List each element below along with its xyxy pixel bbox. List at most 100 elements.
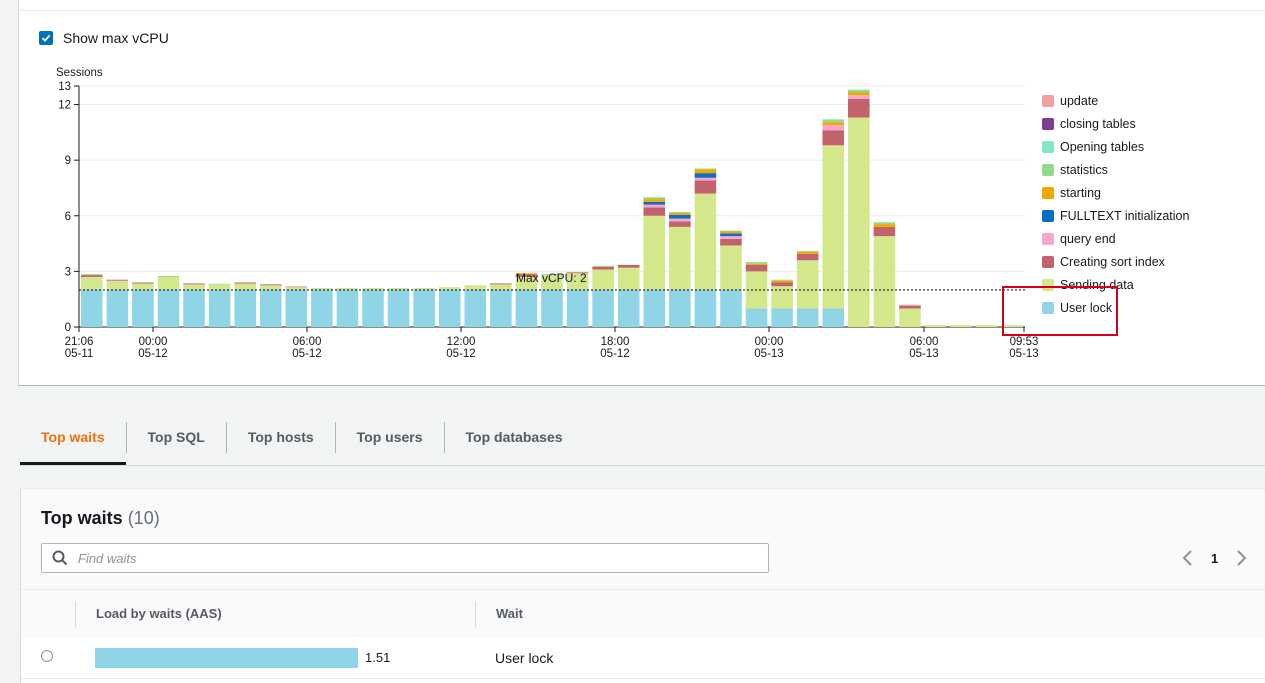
table-row[interactable]: 1.51 User lock [21,638,1265,679]
tab-top-waits[interactable]: Top waits [20,418,126,465]
bar-segment [822,119,845,123]
top-waits-panel: Top waits (10) 1 Load by waits (AAS) Wai… [20,488,1265,683]
bar-segment [464,285,487,290]
bar-segment [566,289,589,327]
tab-separator [125,422,127,453]
y-tick-label: 3 [65,266,71,278]
bar-segment [259,289,282,327]
legend-swatch [1042,255,1054,268]
show-max-vcpu-checkbox[interactable] [39,31,53,45]
legend-item[interactable]: User lock [1042,296,1189,319]
bar-segment [643,199,666,202]
bar-segment [234,289,256,327]
legend-label: closing tables [1060,116,1136,131]
bar-segment [336,289,359,327]
x-tick-date: 05-13 [754,348,783,360]
legend-label: Opening tables [1060,139,1145,154]
bar-segment [694,193,717,290]
search-input[interactable] [76,549,680,567]
bar-segment [132,289,154,327]
bar-segment [541,274,563,276]
bar-segment [157,289,180,327]
bar-segment [362,288,384,290]
bar-segment [259,285,282,290]
bar-segment [285,287,308,290]
legend-swatch [1042,301,1054,314]
bar-segment [822,308,845,327]
column-separator [475,602,476,628]
column-separator [75,602,76,628]
bar-segment [81,276,103,290]
column-load-by-waits[interactable]: Load by waits (AAS) [96,606,222,621]
bar-segment [592,269,614,290]
legend-item[interactable]: update [1042,89,1189,112]
tab-top-hosts[interactable]: Top hosts [227,418,335,456]
bar-segment [899,308,921,327]
bar-segment [643,201,666,205]
legend-label: statistics [1060,162,1108,177]
chevron-left-icon[interactable] [1181,549,1193,567]
page-number[interactable]: 1 [1211,550,1219,566]
bar-segment [873,222,896,225]
bar-segment [490,289,512,327]
bar-segment [515,276,538,290]
legend-item[interactable]: starting [1042,181,1189,204]
bar-segment [311,289,333,327]
bar-segment [132,283,154,290]
bar-segment [81,275,103,277]
load-bar [95,648,358,668]
legend-item[interactable]: FULLTEXT initialization [1042,204,1189,227]
chevron-right-icon[interactable] [1236,549,1248,567]
bar-segment [848,95,870,99]
legend-label: Sending data [1060,277,1134,292]
bar-segment [873,224,896,227]
bar-segment [771,282,793,287]
bar-segment [669,289,691,327]
legend-label: User lock [1060,300,1113,315]
bar-segment [106,279,129,281]
x-tick-time: 21:06 [65,336,94,348]
legend-item[interactable]: query end [1042,227,1189,250]
bar-segment [643,289,666,327]
bar-segment [132,282,154,284]
table-title-text: Top waits [41,508,123,528]
bar-segment [1001,325,1023,327]
bar-segment [694,173,717,178]
legend-swatch [1042,186,1054,199]
bar-segment [464,289,487,327]
x-tick-date: 05-11 [65,348,94,360]
search-icon [52,550,68,566]
bar-segment [541,275,563,290]
x-tick-time: 00:00 [139,336,168,348]
bar-segment [720,233,742,237]
tab-top-users[interactable]: Top users [336,418,444,456]
bar-segment [950,325,972,327]
bar-segment [669,218,691,222]
legend-label: query end [1060,231,1116,246]
bar-segment [183,283,205,285]
legend-label: starting [1060,185,1101,200]
show-max-vcpu-toggle[interactable]: Show max vCPU [39,30,169,46]
column-wait[interactable]: Wait [496,606,523,621]
tab-separator [225,422,227,453]
bar-segment [822,122,845,125]
bar-segment [745,308,768,327]
bar-segment [745,262,768,264]
legend-item[interactable]: Creating sort index [1042,250,1189,273]
panel-divider [19,10,1265,11]
bar-segment [183,284,205,290]
x-tick-time: 12:00 [447,336,476,348]
tab-top-databases[interactable]: Top databases [445,418,584,456]
tab-top-sql[interactable]: Top SQL [127,418,226,456]
table-count: (10) [127,508,160,528]
row-select-radio[interactable] [41,650,53,662]
legend-item[interactable]: Opening tables [1042,135,1189,158]
bar-segment [438,287,461,290]
x-tick-date: 05-13 [909,348,938,360]
bar-segment [566,272,589,274]
bar-segment [694,169,717,174]
legend-item[interactable]: statistics [1042,158,1189,181]
bar-segment [669,214,691,219]
legend-item[interactable]: closing tables [1042,112,1189,135]
search-waits[interactable] [41,543,769,573]
